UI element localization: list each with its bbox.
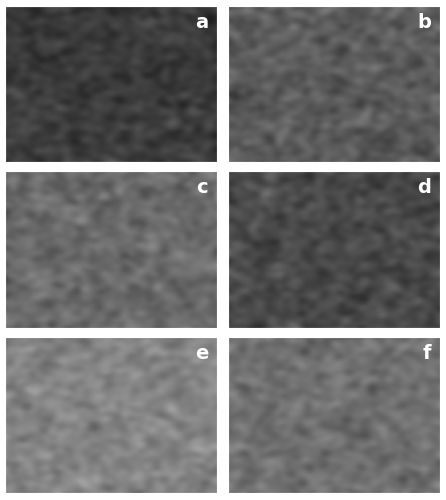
Text: e: e <box>194 344 208 363</box>
Text: f: f <box>422 344 431 363</box>
Text: b: b <box>417 13 431 32</box>
Text: c: c <box>196 178 208 198</box>
Text: a: a <box>195 13 208 32</box>
Text: d: d <box>417 178 431 198</box>
